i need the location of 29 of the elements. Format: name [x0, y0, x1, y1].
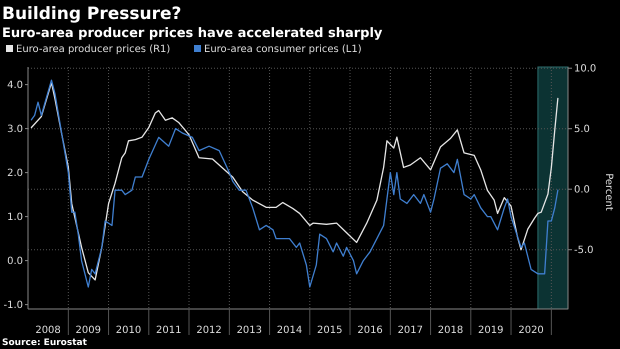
x-tick-label: 2010	[116, 325, 142, 336]
x-tick-label: 2014	[276, 325, 302, 336]
y2-tick-label: 10.0	[574, 64, 596, 75]
x-tick-label: 2012	[196, 325, 222, 336]
chart-title: Building Pressure?	[2, 4, 182, 24]
x-tick-label: 2019	[478, 325, 504, 336]
source-note: Source: Eurostat	[2, 338, 88, 348]
x-tick-label: 2017	[398, 325, 424, 336]
y2-tick-label: 5.0	[574, 124, 590, 136]
y-tick-label: 0.0	[7, 256, 23, 268]
y-tick-label: -1.0	[3, 300, 23, 312]
y-tick-label: 4.0	[7, 80, 23, 92]
x-tick-label: 2016	[357, 325, 383, 336]
x-tick-label: 2009	[76, 325, 102, 336]
y2-tick-label: -5.0	[574, 245, 594, 256]
legend-label: Euro-area producer prices (R1)	[16, 44, 170, 55]
x-tick-label: 2020	[518, 325, 544, 336]
x-tick-label: 2018	[438, 325, 464, 336]
y-tick-label: 3.0	[7, 124, 23, 136]
x-tick-label: 2008	[35, 325, 61, 336]
y2-tick-label: 0.0	[574, 184, 590, 196]
x-tick-label: 2015	[317, 325, 342, 336]
x-tick-label: 2013	[236, 325, 262, 336]
y-tick-label: 2.0	[7, 168, 23, 180]
x-tick-label: 2011	[156, 325, 182, 336]
y-tick-label: 1.0	[7, 212, 23, 224]
chart-subtitle: Euro-area producer prices have accelerated sharply	[2, 26, 383, 41]
legend-label: Euro-area consumer prices (L1)	[204, 44, 362, 55]
y2-axis-title: Percent	[603, 173, 614, 211]
